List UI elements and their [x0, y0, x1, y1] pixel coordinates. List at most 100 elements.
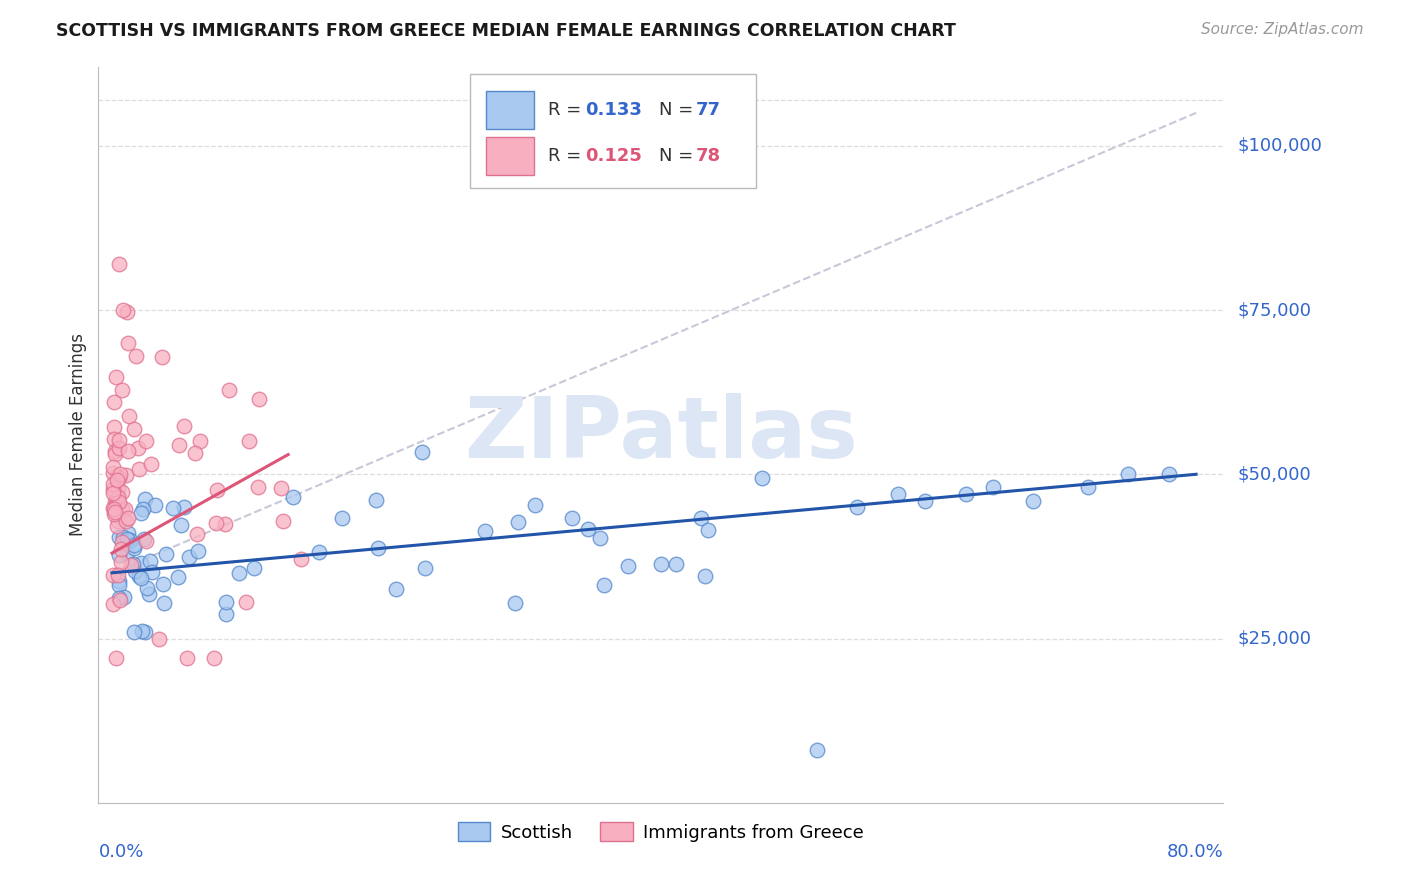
Point	[131, 624, 153, 638]
Point	[134, 491, 156, 506]
Point	[1077, 480, 1099, 494]
Point	[117, 510, 139, 524]
Point	[115, 546, 138, 560]
Point	[107, 530, 129, 544]
Point	[134, 624, 156, 639]
Point	[124, 564, 146, 578]
Text: $50,000: $50,000	[1237, 466, 1310, 483]
Text: N =: N =	[658, 147, 699, 165]
Point	[117, 335, 139, 350]
Point	[186, 527, 208, 541]
Point	[122, 624, 145, 639]
Point	[107, 574, 129, 588]
Point	[103, 420, 125, 434]
Point	[107, 490, 129, 504]
Point	[215, 595, 238, 609]
Point	[308, 545, 330, 559]
Point	[108, 441, 131, 455]
Point	[132, 502, 155, 516]
Text: N =: N =	[658, 101, 699, 119]
Point	[150, 350, 173, 364]
Text: Source: ZipAtlas.com: Source: ZipAtlas.com	[1201, 22, 1364, 37]
Point	[104, 505, 127, 519]
Point	[887, 487, 910, 501]
Point	[107, 568, 129, 582]
Point	[689, 511, 711, 525]
Point	[110, 592, 132, 607]
Point	[235, 595, 257, 609]
Point	[384, 582, 406, 596]
Text: 0.125: 0.125	[585, 147, 643, 165]
Text: ZIPatlas: ZIPatlas	[464, 393, 858, 476]
Point	[846, 500, 869, 515]
Point	[105, 491, 128, 505]
Point	[364, 493, 387, 508]
Text: 80.0%: 80.0%	[1167, 843, 1223, 862]
Point	[184, 446, 207, 460]
Point	[103, 477, 125, 491]
Point	[330, 511, 353, 525]
Point	[107, 514, 129, 528]
Point	[105, 519, 128, 533]
Point	[135, 534, 157, 549]
Point	[589, 531, 612, 545]
Text: R =: R =	[548, 101, 588, 119]
Point	[207, 483, 229, 498]
Point	[107, 578, 129, 592]
FancyBboxPatch shape	[486, 91, 534, 129]
Point	[955, 487, 977, 501]
Point	[218, 383, 240, 397]
Point	[105, 370, 128, 384]
Text: 0.0%: 0.0%	[98, 843, 143, 862]
Point	[1022, 493, 1045, 508]
Point	[107, 548, 129, 562]
Point	[561, 510, 583, 524]
Point	[132, 532, 155, 546]
Point	[104, 447, 127, 461]
Point	[576, 522, 599, 536]
Point	[247, 479, 270, 493]
Point	[592, 578, 614, 592]
Text: 0.133: 0.133	[585, 101, 643, 119]
Text: $25,000: $25,000	[1237, 630, 1312, 648]
Point	[110, 541, 132, 556]
Point	[290, 552, 312, 566]
Point	[125, 349, 148, 363]
Point	[205, 516, 228, 530]
Point	[117, 526, 139, 541]
Point	[107, 591, 129, 605]
Point	[247, 392, 270, 407]
Point	[215, 607, 238, 622]
Point	[108, 433, 131, 447]
Point	[117, 444, 139, 458]
Point	[118, 533, 141, 547]
Point	[111, 501, 134, 516]
Point	[129, 506, 152, 520]
Point	[697, 523, 720, 537]
Point	[173, 500, 195, 514]
Point	[111, 485, 134, 500]
Point	[111, 535, 134, 549]
Point	[108, 495, 131, 509]
Point	[107, 471, 129, 485]
Point	[103, 502, 125, 516]
Point	[162, 501, 184, 516]
Point	[122, 538, 145, 552]
Point	[173, 419, 195, 434]
Point	[103, 459, 125, 474]
Point	[110, 556, 132, 570]
Point	[103, 395, 125, 409]
Point	[122, 541, 145, 555]
Point	[122, 422, 145, 436]
Point	[179, 550, 201, 565]
Point	[112, 512, 135, 526]
Point	[105, 473, 128, 487]
Point	[105, 496, 128, 510]
Point	[145, 498, 167, 512]
Point	[107, 481, 129, 495]
Point	[281, 490, 304, 504]
Point	[141, 565, 163, 579]
Text: R =: R =	[548, 147, 588, 165]
Point	[103, 466, 125, 480]
Point	[503, 596, 526, 610]
